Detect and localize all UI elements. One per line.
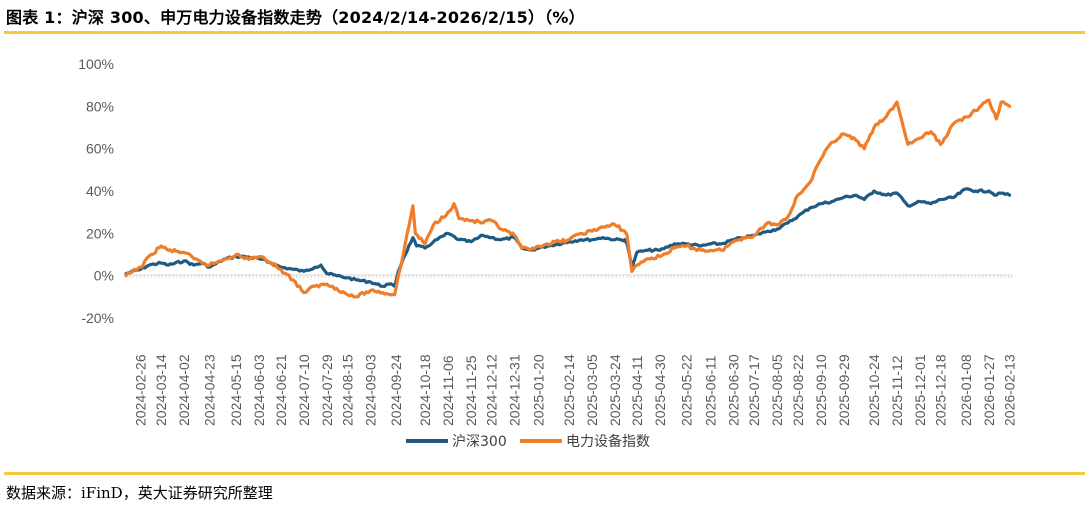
x-tick-label: 2024-03-14 — [153, 354, 169, 426]
x-tick-label: 2025-04-11 — [629, 355, 645, 426]
x-tick-label: 2024-10-18 — [417, 354, 433, 426]
y-tick-label: 20% — [86, 225, 114, 241]
x-tick-label: 2025-03-05 — [584, 354, 600, 426]
plot-area — [124, 98, 1012, 299]
x-tick-label: 2025-11-12 — [889, 355, 905, 426]
series-line-power-equipment — [124, 98, 1012, 299]
x-axis: 2024-02-26 2024-03-14 2024-04-02 2024-04-23… — [125, 274, 1018, 426]
series-line-hs300 — [124, 187, 1012, 288]
y-tick-label: -20% — [81, 310, 114, 326]
x-tick-label: 2024-06-21 — [273, 354, 289, 426]
chart: -20% 0% 20% 40% 60% 80% 100% 2024-02-26 2024-03… — [78, 56, 1018, 450]
x-tick-label: 2024-07-29 — [319, 354, 335, 426]
x-tick-label: 2024-12-12 — [484, 354, 500, 426]
x-tick-label: 2025-03-24 — [607, 354, 623, 426]
x-tick-label: 2026-01-08 — [958, 354, 974, 426]
chart-title: 图表 1：沪深 300、申万电力设备指数走势（2024/2/14-2026/2/… — [6, 8, 585, 27]
x-tick-label: 2025-12-01 — [912, 354, 928, 426]
x-tick-label: 2025-01-20 — [531, 354, 547, 426]
x-tick-label: 2024-09-24 — [388, 354, 404, 426]
x-tick-label: 2025-08-22 — [790, 354, 806, 426]
x-tick-label: 2025-09-29 — [836, 354, 852, 426]
x-tick-label: 2025-12-18 — [933, 354, 949, 426]
source-note: 数据来源：iFinD，英大证券研究所整理 — [6, 484, 273, 502]
x-tick-label: 2025-04-30 — [652, 354, 668, 426]
x-tick-label: 2025-06-11 — [703, 355, 719, 426]
legend-label: 电力设备指数 — [566, 433, 650, 450]
y-tick-label: 0% — [94, 268, 114, 284]
x-tick-label: 2024-12-31 — [507, 354, 523, 426]
x-tick-label: 2024-04-02 — [176, 354, 192, 426]
y-axis: -20% 0% 20% 40% 60% 80% 100% — [78, 56, 114, 326]
x-tick-label: 2025-05-22 — [678, 354, 694, 426]
x-tick-label: 2026-02-13 — [1002, 354, 1018, 426]
x-tick-label: 2024-07-10 — [296, 354, 312, 426]
x-tick-label: 2025-02-14 — [561, 354, 577, 426]
y-tick-label: 40% — [86, 183, 114, 199]
y-tick-label: 100% — [78, 56, 114, 72]
y-tick-label: 60% — [86, 141, 114, 157]
x-tick-label: 2024-08-15 — [340, 354, 356, 426]
x-tick-label: 2025-08-05 — [769, 354, 785, 426]
x-tick-label: 2025-07-17 — [746, 354, 762, 426]
x-tick-label: 2025-06-30 — [726, 354, 742, 426]
x-tick-label: 2024-06-03 — [251, 354, 267, 426]
x-tick-label: 2025-10-24 — [866, 354, 882, 426]
x-tick-label: 2024-11-25 — [463, 355, 479, 426]
x-tick-label: 2024-09-03 — [362, 354, 378, 426]
x-tick-label: 2024-05-15 — [228, 354, 244, 426]
y-tick-label: 80% — [86, 98, 114, 114]
bottom-rule — [4, 472, 1085, 475]
legend-label: 沪深300 — [452, 434, 507, 450]
x-tick-label: 2024-04-23 — [202, 354, 218, 426]
x-tick-label: 2024-11-06 — [440, 355, 456, 426]
legend: 沪深300 电力设备指数 — [406, 433, 650, 450]
x-tick-label: 2024-02-26 — [133, 354, 149, 426]
x-tick-label: 2025-09-10 — [813, 354, 829, 426]
top-rule — [4, 31, 1085, 34]
x-tick-label: 2026-01-27 — [981, 354, 997, 426]
